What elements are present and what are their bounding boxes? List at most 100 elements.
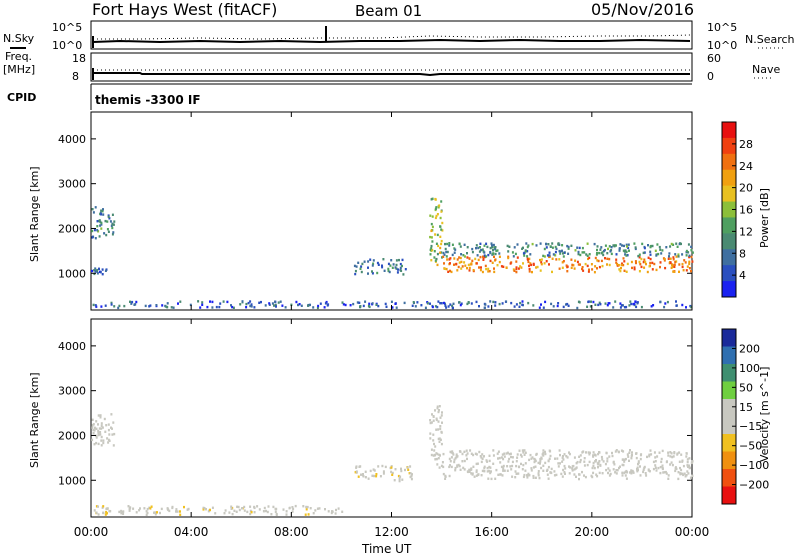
power-data-cell <box>435 257 438 261</box>
velocity-data-cell <box>249 512 252 516</box>
power-data-cell <box>519 265 522 268</box>
velocity-data-cell <box>95 505 98 508</box>
power-data-cell <box>101 210 104 213</box>
velocity-data-cell <box>230 507 233 510</box>
velocity-data-cell <box>302 505 305 508</box>
power-data-cell <box>619 269 622 273</box>
power-data-cell <box>471 250 474 254</box>
power-data-cell <box>571 263 574 267</box>
velocity-data-cell <box>524 451 527 454</box>
time-tick-label: 00:00 <box>74 525 109 539</box>
velocity-colorbar-swatch <box>722 451 736 470</box>
power-data-cell <box>420 304 423 307</box>
velocity-data-cell <box>535 452 538 456</box>
power-data-cell <box>633 268 636 271</box>
power-data-cell <box>164 304 167 308</box>
velocity-data-cell <box>652 467 655 471</box>
velocity-data-cell <box>665 472 668 475</box>
power-data-cell <box>685 249 688 253</box>
power-data-cell <box>643 251 646 254</box>
power-data-cell <box>678 242 681 246</box>
power-data-cell <box>284 306 287 309</box>
power-data-cell <box>317 304 320 308</box>
velocity-data-cell <box>100 444 103 447</box>
power-data-cell <box>545 260 548 263</box>
power-data-cell <box>447 270 450 273</box>
velocity-data-cell <box>667 451 670 454</box>
velocity-data-cell <box>432 433 435 436</box>
velocity-data-cell <box>400 467 402 470</box>
velocity-data-cell <box>430 421 433 424</box>
velocity-data-cell <box>355 470 358 473</box>
velocity-data-cell <box>531 456 534 459</box>
velocity-data-cell <box>505 452 508 455</box>
power-data-cell <box>606 263 608 266</box>
velocity-data-cell <box>683 472 686 475</box>
velocity-data-cell <box>236 505 239 508</box>
velocity-data-cell <box>564 467 567 470</box>
power-data-cell <box>93 228 96 232</box>
velocity-data-cell <box>583 464 586 467</box>
power-data-cell <box>623 306 626 309</box>
power-data-cell <box>583 251 586 254</box>
freq-tick-high: 18 <box>72 52 86 65</box>
power-data-cell <box>245 302 248 306</box>
power-colorbar-swatch <box>722 137 736 155</box>
power-data-cell <box>485 242 488 245</box>
velocity-data-cell <box>581 451 584 454</box>
power-data-cell <box>590 300 592 303</box>
power-data-cell <box>388 270 391 274</box>
power-data-cell <box>598 265 601 269</box>
velocity-data-cell <box>597 466 599 469</box>
power-data-cell <box>573 267 576 270</box>
velocity-data-cell <box>686 460 689 464</box>
power-data-cell <box>481 270 484 274</box>
velocity-data-cell <box>233 509 236 512</box>
velocity-data-cell <box>604 462 607 466</box>
velocity-data-cell <box>639 474 642 477</box>
power-data-cell <box>377 304 380 308</box>
velocity-data-cell <box>628 451 631 454</box>
power-data-cell <box>590 263 593 266</box>
velocity-data-cell <box>646 455 648 459</box>
velocity-data-cell <box>364 476 367 479</box>
power-data-cell <box>620 304 623 307</box>
velocity-data-cell <box>440 464 443 468</box>
power-data-cell <box>529 253 532 256</box>
velocity-data-cell <box>253 511 256 514</box>
nsky-strip-frame <box>90 20 693 50</box>
power-data-cell <box>676 245 679 248</box>
power-data-cell <box>610 252 613 256</box>
power-data-cell <box>389 264 392 267</box>
velocity-data-cell <box>246 510 249 514</box>
power-data-cell <box>483 254 486 257</box>
velocity-data-cell <box>95 427 98 430</box>
velocity-data-cell <box>122 512 125 515</box>
power-data-cell <box>548 254 551 257</box>
power-data-cell <box>476 254 479 257</box>
power-data-cell <box>660 252 663 255</box>
velocity-data-cell <box>569 466 572 469</box>
velocity-data-cell <box>573 473 576 476</box>
power-data-cell <box>416 301 419 304</box>
power-data-cell <box>535 266 538 269</box>
power-data-cell <box>436 213 439 216</box>
power-data-cell <box>522 246 524 249</box>
power-data-cell <box>445 306 448 309</box>
power-data-cell <box>446 258 449 261</box>
velocity-data-cell <box>483 455 485 458</box>
power-data-cell <box>148 305 151 308</box>
power-data-cell <box>528 270 531 273</box>
power-data-cell <box>596 245 599 248</box>
velocity-data-cell <box>475 469 478 472</box>
velocity-data-cell <box>400 469 403 473</box>
velocity-data-cell <box>139 507 141 510</box>
velocity-data-cell <box>307 513 310 516</box>
power-data-cell <box>464 255 466 258</box>
power-data-cell <box>496 264 499 267</box>
power-data-cell <box>621 244 623 247</box>
power-data-cell <box>478 305 480 308</box>
power-data-cell <box>371 270 373 273</box>
power-colorbar-swatch <box>722 281 736 298</box>
power-data-cell <box>363 260 366 263</box>
